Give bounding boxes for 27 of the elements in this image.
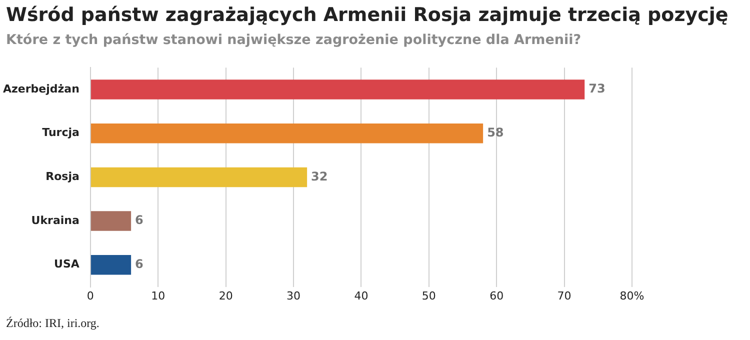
y-tick-label: USA — [54, 258, 80, 271]
x-tick-label: 10 — [151, 289, 166, 302]
x-tick-label: 80% — [620, 289, 644, 302]
x-tick-label: 40 — [354, 289, 368, 302]
bar — [90, 80, 585, 100]
x-tick-label: 20 — [218, 289, 233, 302]
chart-subtitle: Które z tych państw stanowi największe zagrożenie polityczne dla Armenii? — [6, 32, 582, 48]
data-label: 6 — [135, 213, 144, 228]
x-tick-label: 70 — [557, 289, 572, 302]
y-tick-label: Rosja — [46, 170, 80, 184]
y-tick-label: Turcja — [42, 126, 80, 140]
x-tick-label: 60 — [490, 289, 504, 302]
bar — [90, 167, 308, 188]
x-tick-label: 50 — [422, 289, 436, 302]
bar — [90, 255, 132, 275]
bar — [90, 211, 132, 231]
chart-title: Wśród państw zagrażających Armenii Rosja zajmuje trzecią pozycję — [6, 4, 728, 26]
data-label: 32 — [311, 169, 328, 184]
text: Źródło: IRI, iri.org. — [6, 316, 100, 331]
data-label: 6 — [135, 257, 144, 272]
y-tick-label: Azerbejdżan — [3, 82, 80, 96]
data-label: 73 — [588, 82, 606, 96]
y-tick-label: Ukraina — [31, 214, 80, 227]
bar — [90, 123, 484, 144]
data-label: 58 — [487, 125, 504, 140]
x-tick-label: 30 — [286, 289, 301, 302]
x-tick-label: 0 — [86, 289, 94, 302]
